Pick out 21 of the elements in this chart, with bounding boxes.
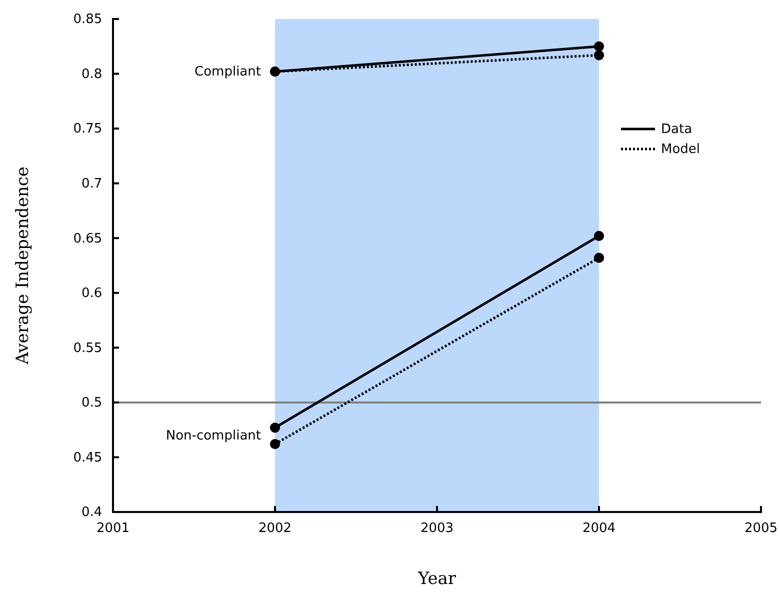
x-tick-label: 2005 <box>744 520 778 536</box>
legend-label: Data <box>661 122 692 137</box>
x-tick-label: 2001 <box>96 520 130 536</box>
y-tick-label: 0.5 <box>82 396 102 411</box>
y-tick-label: 0.75 <box>73 122 102 137</box>
y-tick-label: 0.6 <box>82 286 102 302</box>
annotation: Compliant <box>194 64 261 80</box>
y-tick-label: 0.8 <box>82 66 102 82</box>
legend-label: Model <box>661 142 700 157</box>
annotation: Non-compliant <box>166 428 261 444</box>
y-tick-label: 0.55 <box>73 340 102 356</box>
y-tick-label: 0.85 <box>73 12 102 28</box>
y-tick-label: 0.45 <box>73 450 102 466</box>
x-tick-label: 2003 <box>420 520 454 536</box>
x-axis-title: Year <box>416 569 457 589</box>
y-tick-label: 0.65 <box>73 231 102 246</box>
y-axis-title: Average Independence <box>13 166 33 366</box>
y-tick-label: 0.7 <box>82 176 102 192</box>
x-tick-label: 2002 <box>258 520 292 536</box>
y-tick-label: 0.4 <box>82 505 102 520</box>
x-tick-label: 2004 <box>582 520 616 536</box>
